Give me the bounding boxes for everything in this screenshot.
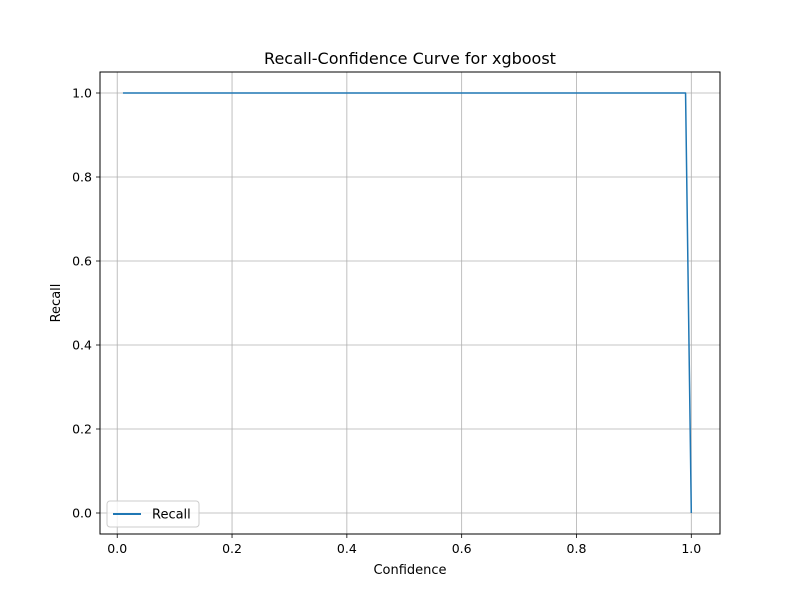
x-tick-label: 0.4 (337, 541, 357, 556)
axis-ticks: 0.0 0.2 0.4 0.6 0.8 1.0 0.0 0.2 0.4 0.6 0.8 1.0 (72, 86, 701, 557)
x-tick-label: 0.0 (107, 541, 127, 556)
x-axis-label: Confidence (373, 563, 446, 578)
y-tick-label: 0.8 (72, 170, 92, 185)
legend-label-recall: Recall (152, 508, 191, 523)
y-tick-label: 0.6 (72, 254, 92, 269)
y-tick-label: 0.0 (72, 506, 92, 521)
plot-frame (99, 71, 721, 535)
y-tick-label: 0.4 (72, 338, 92, 353)
x-tick-label: 0.8 (567, 541, 587, 556)
series-line-recall (122, 92, 693, 514)
y-axis-label: Recall (49, 284, 64, 323)
x-tick-label: 1.0 (681, 541, 701, 556)
legend: Recall (106, 500, 200, 528)
legend-box (106, 500, 200, 528)
x-tick-label: 0.6 (452, 541, 472, 556)
y-tick-label: 1.0 (72, 86, 92, 101)
chart-title: Recall-Confidence Curve for xgboost (264, 49, 556, 68)
y-tick-label: 0.2 (72, 422, 92, 437)
series-layer (122, 92, 693, 514)
grid-lines (100, 72, 720, 534)
x-tick-label: 0.2 (222, 541, 242, 556)
